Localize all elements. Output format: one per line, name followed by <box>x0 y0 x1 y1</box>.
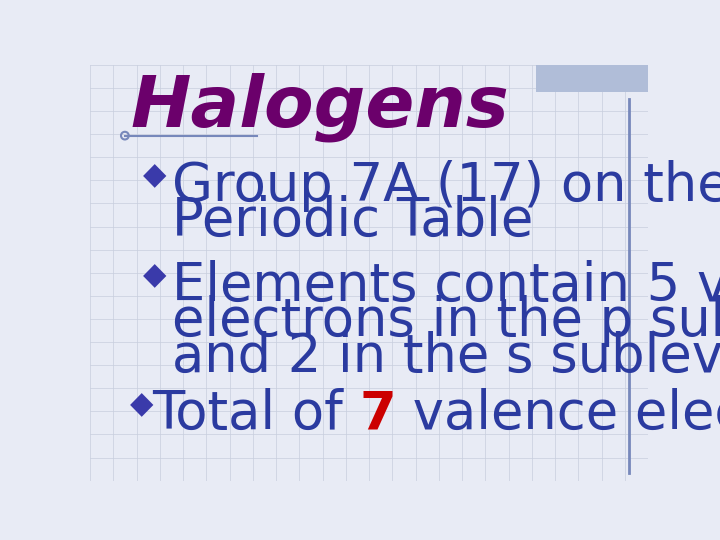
Text: Halogens: Halogens <box>130 72 509 142</box>
Text: and 2 in the s sublevel.: and 2 in the s sublevel. <box>172 330 720 382</box>
Text: 7: 7 <box>359 388 396 440</box>
Text: ◆: ◆ <box>143 161 166 190</box>
Bar <box>536 61 648 92</box>
Text: ◆: ◆ <box>130 390 154 418</box>
Text: ◆: ◆ <box>143 261 166 290</box>
Text: Group 7A (17) on the: Group 7A (17) on the <box>172 159 720 212</box>
Text: Elements contain 5 valence: Elements contain 5 valence <box>172 260 720 312</box>
Text: valence electrons.: valence electrons. <box>396 388 720 440</box>
Text: Periodic Table: Periodic Table <box>172 195 534 247</box>
Text: Total of: Total of <box>152 388 359 440</box>
Text: electrons in the p sublevel: electrons in the p sublevel <box>172 295 720 347</box>
